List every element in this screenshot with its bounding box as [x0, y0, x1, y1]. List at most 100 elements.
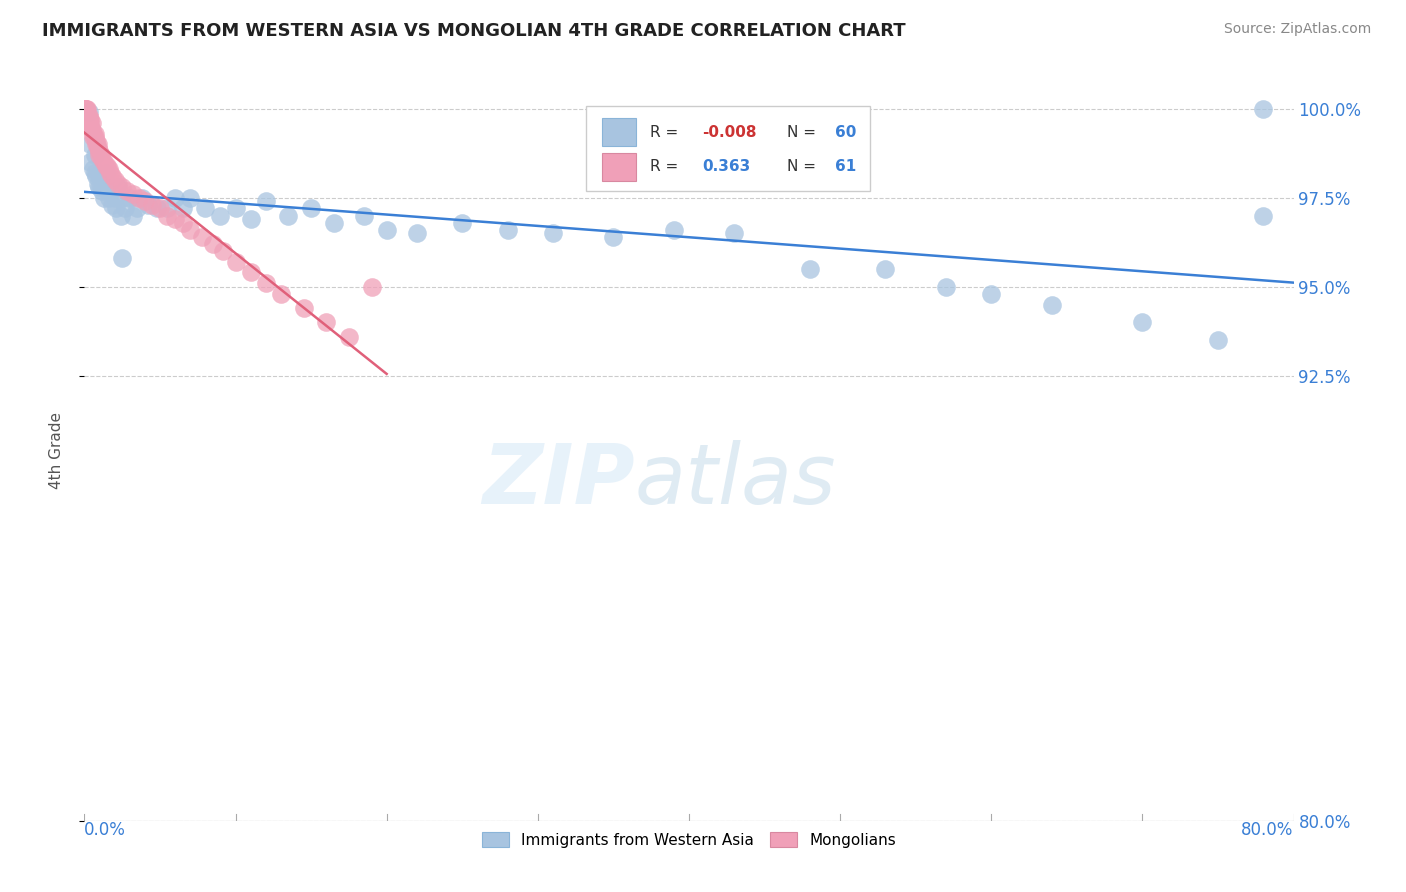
Point	[136, 198, 159, 212]
Point	[89, 148, 111, 162]
Point	[90, 180, 112, 194]
Point	[100, 169, 122, 184]
Point	[98, 166, 121, 180]
Point	[353, 209, 375, 223]
Point	[980, 286, 1002, 301]
Point	[141, 198, 163, 212]
Point	[107, 177, 129, 191]
Point	[191, 230, 214, 244]
Point	[93, 155, 115, 169]
Point	[91, 184, 114, 198]
Point	[322, 216, 344, 230]
Point	[111, 252, 134, 266]
FancyBboxPatch shape	[602, 153, 636, 181]
Point	[80, 123, 103, 137]
FancyBboxPatch shape	[602, 118, 636, 146]
Point	[209, 209, 232, 223]
Point	[935, 279, 957, 293]
Point	[86, 137, 108, 152]
Point	[1206, 333, 1229, 347]
Point	[337, 329, 360, 343]
Point	[110, 209, 132, 223]
Point	[77, 109, 100, 123]
Point	[602, 230, 624, 244]
Point	[165, 191, 187, 205]
Point	[77, 112, 100, 127]
Point	[875, 261, 897, 276]
Point	[79, 120, 101, 134]
Text: 60: 60	[835, 125, 856, 140]
Point	[212, 244, 235, 259]
Point	[75, 102, 97, 116]
Point	[104, 191, 127, 205]
Point	[89, 180, 111, 194]
Point	[134, 194, 156, 209]
Point	[496, 223, 519, 237]
Point	[80, 116, 103, 130]
Point	[121, 187, 143, 202]
Point	[90, 148, 112, 162]
Text: atlas: atlas	[634, 440, 837, 521]
Text: 80.0%: 80.0%	[1241, 821, 1294, 838]
Point	[75, 105, 97, 120]
Point	[93, 191, 115, 205]
Point	[87, 141, 110, 155]
Point	[79, 155, 101, 169]
Point	[1130, 315, 1153, 329]
Point	[270, 286, 292, 301]
Point	[299, 202, 322, 216]
Point	[1253, 209, 1275, 223]
Point	[179, 223, 201, 237]
Point	[315, 315, 337, 329]
Point	[75, 102, 97, 116]
Point	[723, 227, 745, 241]
Point	[375, 223, 398, 237]
Point	[76, 112, 98, 127]
Point	[79, 116, 101, 130]
Text: 0.363: 0.363	[702, 160, 751, 175]
Point	[94, 159, 117, 173]
Point	[254, 276, 277, 290]
Point	[118, 191, 141, 205]
Point	[79, 112, 101, 127]
Point	[541, 227, 564, 241]
Point	[172, 202, 194, 216]
Point	[156, 202, 179, 216]
Point	[82, 162, 104, 177]
Point	[91, 152, 114, 166]
Point	[75, 102, 97, 116]
Point	[100, 198, 122, 212]
Point	[86, 134, 108, 148]
Point	[156, 209, 179, 223]
Point	[165, 212, 187, 227]
Point	[84, 127, 107, 141]
Point	[111, 191, 134, 205]
Text: N =: N =	[787, 125, 821, 140]
Text: ZIP: ZIP	[482, 440, 634, 521]
Text: R =: R =	[650, 125, 683, 140]
Point	[115, 184, 138, 198]
Point	[114, 202, 136, 216]
Point	[225, 202, 247, 216]
Point	[239, 265, 262, 279]
Point	[107, 180, 129, 194]
Point	[87, 137, 110, 152]
Point	[406, 227, 429, 241]
Point	[76, 109, 98, 123]
Point	[75, 109, 97, 123]
Text: IMMIGRANTS FROM WESTERN ASIA VS MONGOLIAN 4TH GRADE CORRELATION CHART: IMMIGRANTS FROM WESTERN ASIA VS MONGOLIA…	[42, 22, 905, 40]
Point	[82, 127, 104, 141]
Point	[146, 202, 169, 216]
Point	[1040, 297, 1063, 311]
Point	[96, 180, 118, 194]
Point	[77, 116, 100, 130]
Point	[128, 191, 150, 205]
Text: Source: ZipAtlas.com: Source: ZipAtlas.com	[1223, 22, 1371, 37]
Point	[75, 102, 97, 116]
Point	[84, 166, 107, 180]
Point	[121, 209, 143, 223]
Point	[292, 301, 315, 315]
Point	[1253, 102, 1275, 116]
FancyBboxPatch shape	[586, 106, 870, 191]
Point	[84, 130, 107, 145]
